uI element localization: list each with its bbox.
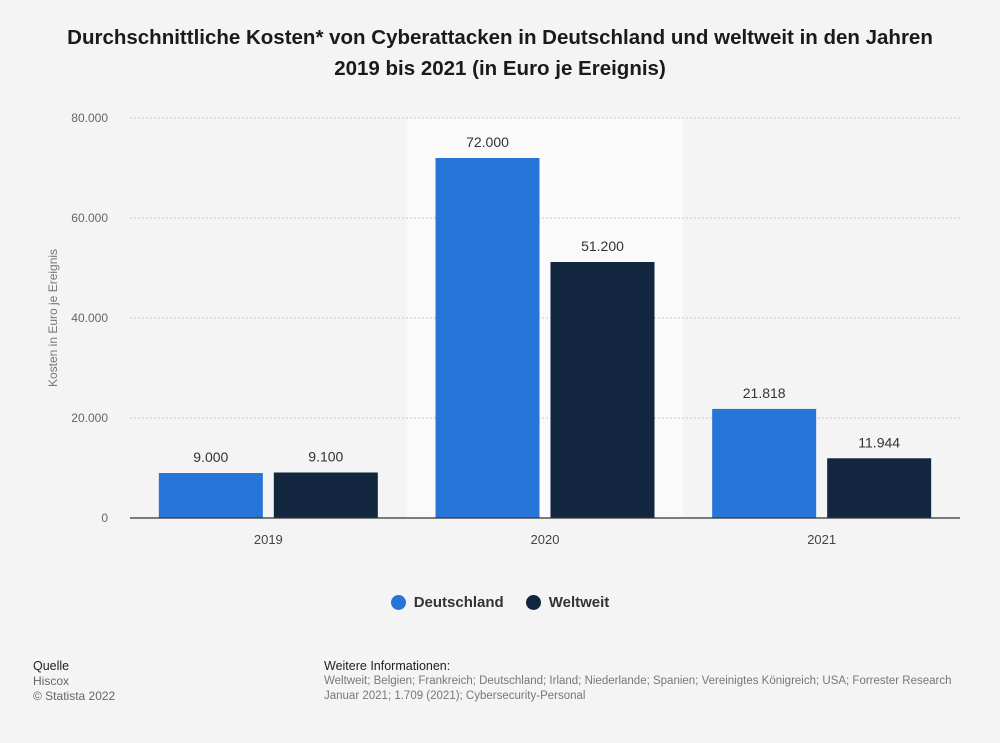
data-label: 72.000	[466, 134, 509, 150]
legend: Deutschland Weltweit	[0, 594, 1000, 611]
y-tick-label: 80.000	[71, 111, 108, 125]
x-tick-label: 2021	[807, 532, 836, 547]
legend-label-deutschland: Deutschland	[413, 594, 504, 611]
source-name: Hiscox	[33, 674, 70, 688]
bar-weltweit-2019	[273, 472, 378, 518]
data-label: 9.100	[308, 449, 343, 465]
data-label: 21.818	[743, 385, 786, 401]
y-tick-label: 60.000	[71, 211, 108, 225]
x-tick-label: 2019	[254, 532, 283, 547]
legend-item-weltweit[interactable]: Weltweit	[525, 594, 610, 611]
bar-chart: 0 20.000 40.000 60.000 80.000 Kosten in Euro …	[46, 111, 960, 547]
bar-deutschland-2019	[158, 473, 263, 518]
info-line-1: Weltweit; Belgien; Frankreich; Deutschla…	[324, 675, 952, 687]
legend-label-weltweit: Weltweit	[548, 594, 610, 611]
legend-marker-deutschland	[390, 595, 406, 610]
info-block: Weitere Informationen: Weltweit; Belgien…	[324, 659, 1000, 704]
info-line-2: Januar 2021; 1.709 (2021); Cybersecurity…	[324, 690, 586, 702]
bar-deutschland-2021	[712, 408, 817, 518]
bar-weltweit-2020	[550, 262, 655, 518]
data-label: 9.000	[193, 449, 228, 465]
source-block: Quelle Hiscox © Statista 2022	[33, 659, 115, 704]
data-label: 51.200	[581, 238, 624, 254]
chart-title: Durchschnittliche Kosten* von Cyberattac…	[67, 26, 933, 80]
legend-item-deutschland[interactable]: Deutschland	[390, 594, 504, 611]
data-label: 11.944	[858, 434, 900, 450]
legend-marker-weltweit	[525, 595, 541, 610]
bar-deutschland-2020	[435, 158, 540, 518]
y-tick-label: 0	[101, 511, 108, 525]
y-axis-label: Kosten in Euro je Ereignis	[46, 249, 60, 387]
y-tick-label: 40.000	[71, 311, 108, 325]
source-heading: Quelle	[33, 659, 70, 673]
info-heading: Weitere Informationen:	[324, 659, 451, 673]
x-tick-label: 2020	[531, 532, 560, 547]
y-tick-label: 20.000	[71, 411, 108, 425]
copyright: © Statista 2022	[33, 689, 116, 703]
bar-weltweit-2021	[827, 458, 932, 518]
